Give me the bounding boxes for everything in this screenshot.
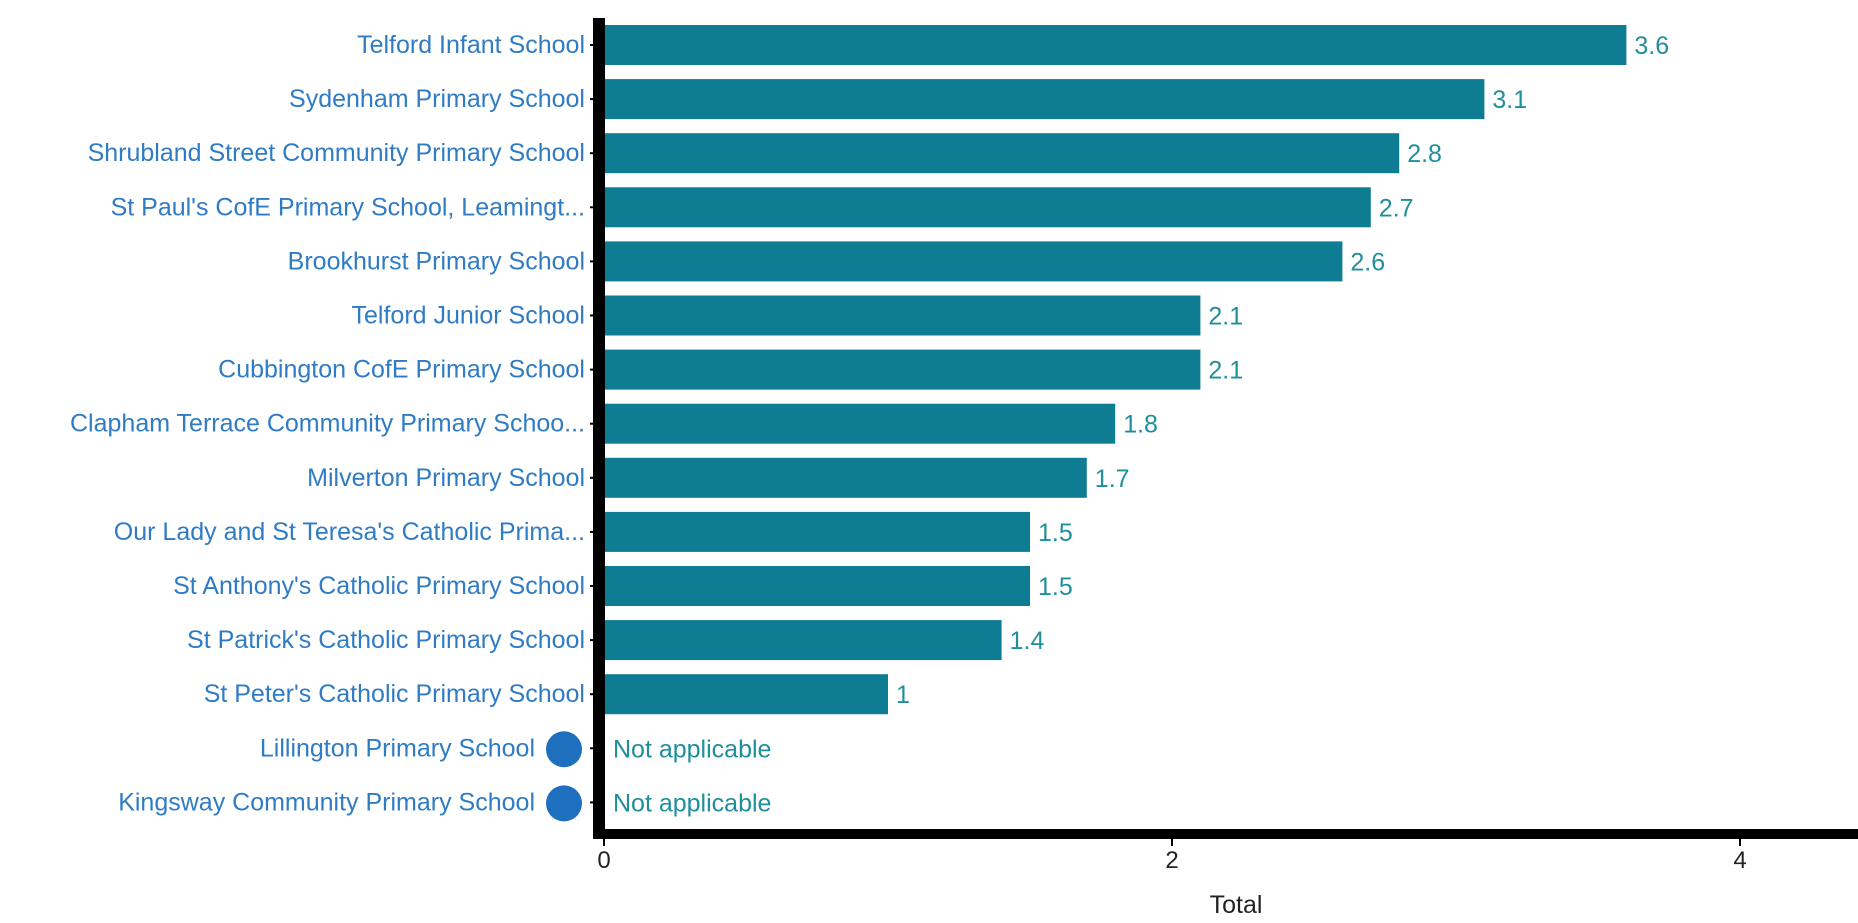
value-label: Not applicable — [613, 735, 771, 763]
category-label: Lillington Primary School — [260, 734, 535, 762]
bar — [604, 79, 1485, 120]
category-label: Kingsway Community Primary School — [118, 788, 535, 816]
category-label: Telford Infant School — [357, 31, 585, 59]
value-label: 1 — [896, 681, 910, 709]
category-label: Our Lady and St Teresa's Catholic Prima.… — [114, 518, 585, 546]
bar — [604, 187, 1371, 228]
bar — [604, 511, 1030, 552]
highlight-marker-icon — [546, 731, 582, 768]
value-label: 3.6 — [1634, 32, 1669, 60]
category-label: St Peter's Catholic Primary School — [204, 680, 585, 708]
value-label: 1.5 — [1038, 519, 1073, 547]
bar — [604, 241, 1343, 282]
value-label: 1.5 — [1038, 573, 1073, 601]
category-label: Shrubland Street Community Primary Schoo… — [88, 139, 585, 167]
highlight-marker-icon — [546, 785, 582, 822]
bar — [604, 25, 1627, 65]
x-tick-label: 2 — [1165, 847, 1178, 874]
x-tick-label: 0 — [597, 847, 610, 874]
category-label: Telford Junior School — [352, 302, 585, 330]
y-axis-line — [593, 18, 605, 833]
value-label: 2.1 — [1208, 303, 1243, 331]
bar — [604, 403, 1116, 444]
x-axis-line — [593, 829, 1858, 839]
category-label: Cubbington CofE Primary School — [218, 356, 585, 384]
value-label: 3.1 — [1492, 86, 1527, 114]
category-label: St Patrick's Catholic Primary School — [187, 626, 585, 654]
x-axis-title: Total — [1210, 891, 1263, 918]
bar — [604, 620, 1002, 661]
value-label: 2.6 — [1350, 248, 1385, 276]
category-label: St Paul's CofE Primary School, Leamingt.… — [111, 193, 585, 221]
category-label: St Anthony's Catholic Primary School — [173, 572, 585, 600]
x-tick-label: 4 — [1733, 847, 1746, 874]
category-label: Milverton Primary School — [307, 464, 585, 492]
bar — [604, 349, 1201, 390]
category-label: Brookhurst Primary School — [288, 247, 585, 275]
category-label: Clapham Terrace Community Primary Schoo.… — [70, 410, 585, 438]
value-label: 2.1 — [1208, 357, 1243, 385]
bar — [604, 457, 1087, 498]
value-label: Not applicable — [613, 789, 771, 817]
bar — [604, 674, 888, 715]
value-label: 2.7 — [1379, 194, 1414, 222]
category-label: Sydenham Primary School — [289, 85, 585, 113]
bar — [604, 295, 1201, 336]
value-label: 1.8 — [1123, 411, 1158, 439]
value-label: 1.7 — [1095, 465, 1130, 493]
value-label: 1.4 — [1010, 627, 1045, 655]
value-label: 2.8 — [1407, 140, 1442, 168]
bar — [604, 566, 1030, 606]
bar — [604, 133, 1400, 174]
